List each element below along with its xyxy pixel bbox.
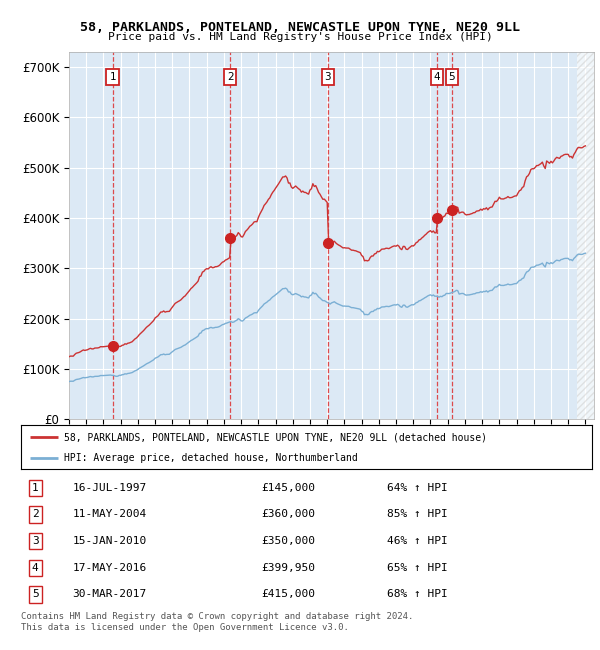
Polygon shape xyxy=(577,52,594,419)
Text: Price paid vs. HM Land Registry's House Price Index (HPI): Price paid vs. HM Land Registry's House … xyxy=(107,32,493,42)
Text: 11-MAY-2004: 11-MAY-2004 xyxy=(73,510,146,519)
Text: 17-MAY-2016: 17-MAY-2016 xyxy=(73,563,146,573)
Text: 16-JUL-1997: 16-JUL-1997 xyxy=(73,483,146,493)
Text: 58, PARKLANDS, PONTELAND, NEWCASTLE UPON TYNE, NE20 9LL (detached house): 58, PARKLANDS, PONTELAND, NEWCASTLE UPON… xyxy=(64,432,487,442)
Text: 46% ↑ HPI: 46% ↑ HPI xyxy=(386,536,448,546)
Text: 5: 5 xyxy=(32,590,38,599)
Text: 15-JAN-2010: 15-JAN-2010 xyxy=(73,536,146,546)
Text: £415,000: £415,000 xyxy=(261,590,315,599)
Text: £350,000: £350,000 xyxy=(261,536,315,546)
Text: HPI: Average price, detached house, Northumberland: HPI: Average price, detached house, Nort… xyxy=(64,453,358,463)
Text: 30-MAR-2017: 30-MAR-2017 xyxy=(73,590,146,599)
Text: 1: 1 xyxy=(32,483,38,493)
Text: £145,000: £145,000 xyxy=(261,483,315,493)
Text: 85% ↑ HPI: 85% ↑ HPI xyxy=(386,510,448,519)
Text: 2: 2 xyxy=(32,510,38,519)
Text: 3: 3 xyxy=(325,72,331,82)
Text: 5: 5 xyxy=(449,72,455,82)
Text: £399,950: £399,950 xyxy=(261,563,315,573)
Text: 58, PARKLANDS, PONTELAND, NEWCASTLE UPON TYNE, NE20 9LL: 58, PARKLANDS, PONTELAND, NEWCASTLE UPON… xyxy=(80,21,520,34)
Text: 64% ↑ HPI: 64% ↑ HPI xyxy=(386,483,448,493)
Text: 4: 4 xyxy=(32,563,38,573)
Text: Contains HM Land Registry data © Crown copyright and database right 2024.
This d: Contains HM Land Registry data © Crown c… xyxy=(21,612,413,632)
Text: 65% ↑ HPI: 65% ↑ HPI xyxy=(386,563,448,573)
Text: 1: 1 xyxy=(109,72,116,82)
Bar xyxy=(577,52,594,419)
Text: £360,000: £360,000 xyxy=(261,510,315,519)
Text: 68% ↑ HPI: 68% ↑ HPI xyxy=(386,590,448,599)
Text: 3: 3 xyxy=(32,536,38,546)
Text: 2: 2 xyxy=(227,72,233,82)
Text: 4: 4 xyxy=(434,72,440,82)
